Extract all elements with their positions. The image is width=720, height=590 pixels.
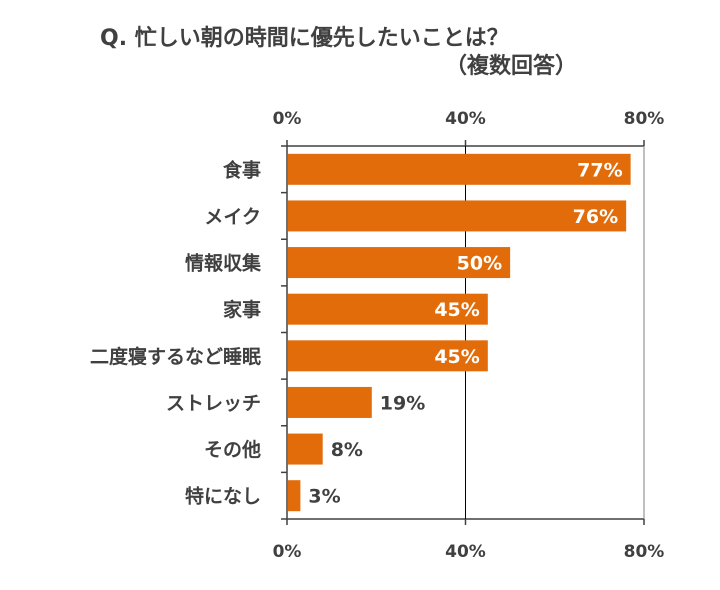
data-label: 8% xyxy=(331,439,363,461)
category-label: その他 xyxy=(204,438,261,461)
x-tick-label-bottom: 0% xyxy=(273,542,302,562)
data-label: 76% xyxy=(573,206,618,228)
x-tick-label-top: 40% xyxy=(445,109,486,129)
data-label: 45% xyxy=(434,299,479,321)
bar-1 xyxy=(288,200,627,232)
bar-3 xyxy=(288,293,488,325)
category-label: ストレッチ xyxy=(166,392,261,414)
data-label: 19% xyxy=(380,392,425,414)
data-label: 3% xyxy=(308,486,340,508)
x-tick-label-top: 0% xyxy=(273,109,302,129)
category-label: 食事 xyxy=(223,158,261,181)
x-tick-label-bottom: 40% xyxy=(445,542,486,562)
data-label: 77% xyxy=(577,159,622,181)
category-label: 二度寝するなど睡眠 xyxy=(90,345,261,368)
bar-6 xyxy=(288,433,323,465)
bar-5 xyxy=(288,386,372,418)
bar-0 xyxy=(288,153,631,185)
data-label: 50% xyxy=(457,253,502,275)
data-label: 45% xyxy=(434,346,479,368)
category-label: 情報収集 xyxy=(185,252,262,275)
category-label: 特になし xyxy=(185,486,261,508)
x-tick-label-bottom: 80% xyxy=(624,542,665,562)
bar-2 xyxy=(288,247,511,279)
chart-subtitle: （複数回答） xyxy=(445,54,578,79)
category-label: メイク xyxy=(204,206,261,228)
bar-4 xyxy=(288,340,488,372)
category-label: 家事 xyxy=(223,298,261,321)
bar-7 xyxy=(288,480,301,512)
chart-title: Q. 忙しい朝の時間に優先したいことは？ xyxy=(100,26,509,51)
x-tick-label-top: 80% xyxy=(624,109,665,129)
